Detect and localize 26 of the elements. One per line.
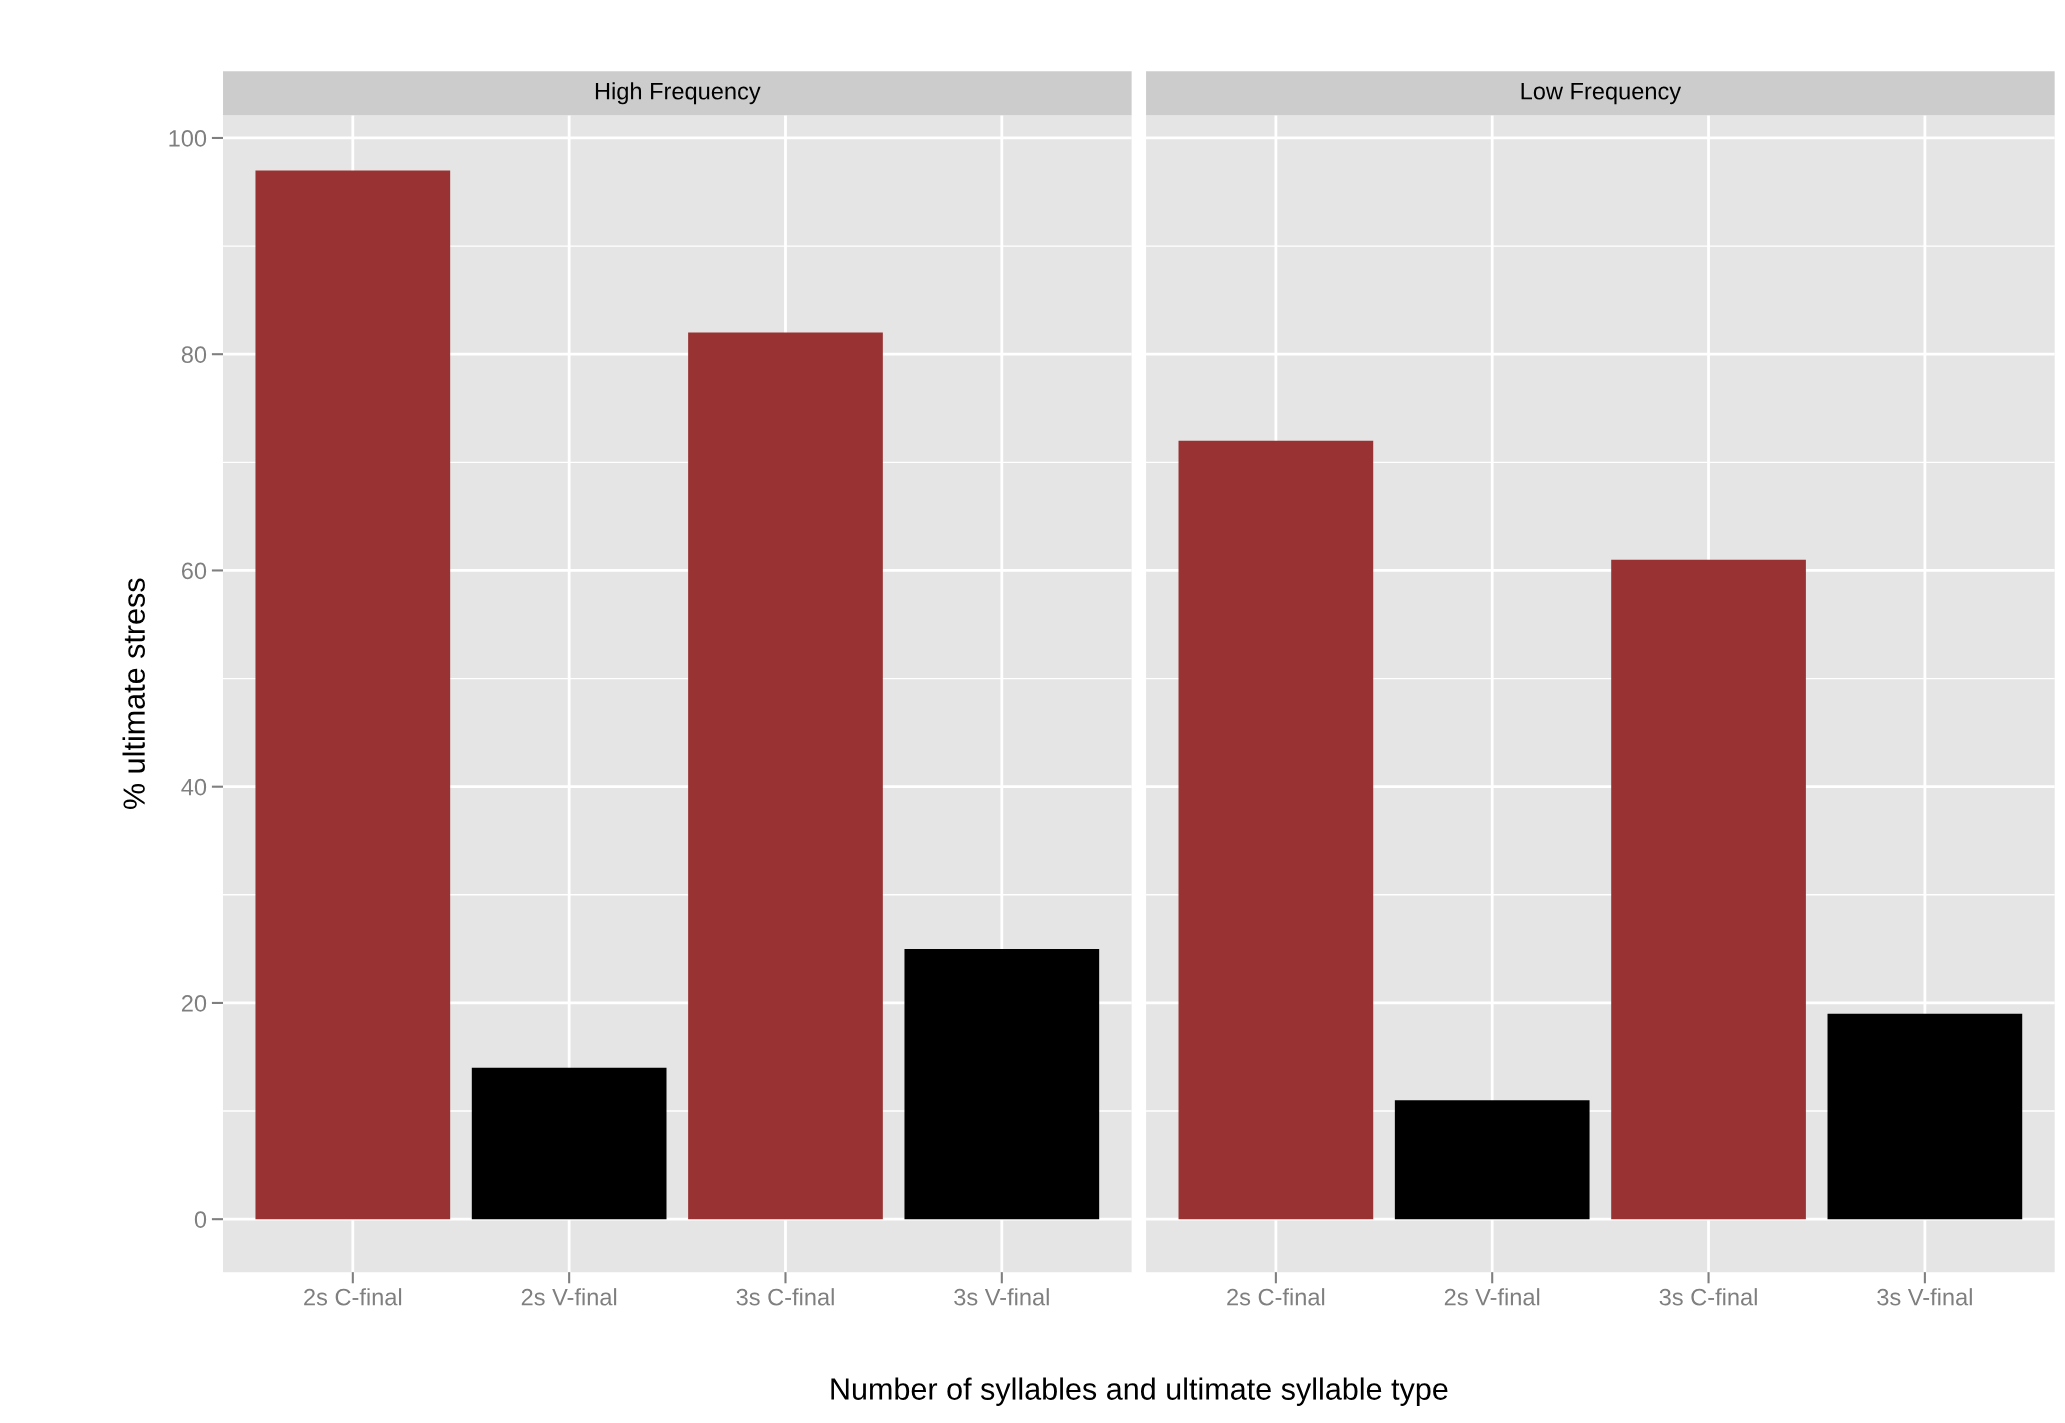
- bar: [471, 1067, 667, 1220]
- y-tick-label: 60: [181, 562, 207, 580]
- x-tick-label: 3s C-final: [1659, 1288, 1757, 1306]
- y-tick-label: 0: [194, 1211, 207, 1228]
- x-tick-label: 2s C-final: [1227, 1288, 1325, 1306]
- bar: [688, 332, 883, 1220]
- y-tick-label: 40: [181, 778, 207, 796]
- y-axis-title: % ultimate stress: [122, 578, 145, 809]
- x-axis-title: Number of syllables and ultimate syllable type: [831, 1377, 1448, 1406]
- x-tick-label: 2s C-final: [304, 1288, 402, 1306]
- x-tick-label: 2s V-final: [1444, 1288, 1540, 1306]
- x-tick-label: 2s V-final: [521, 1288, 617, 1306]
- x-tick-label: 3s V-final: [954, 1288, 1049, 1306]
- bar: [255, 170, 451, 1220]
- bar: [1394, 1100, 1590, 1220]
- x-tick-label: 3s V-final: [1877, 1288, 1972, 1306]
- bar: [1611, 559, 1806, 1220]
- y-tick-label: 80: [181, 346, 207, 363]
- x-tick-label: 3s C-final: [736, 1288, 834, 1306]
- chart-title: High Frequency: [595, 82, 761, 105]
- y-tick-label: 20: [181, 995, 207, 1012]
- bar: [1178, 440, 1374, 1220]
- y-tick-label: 100: [169, 130, 207, 147]
- bar: [1827, 1013, 2023, 1220]
- bar: [904, 948, 1100, 1220]
- chart-title: Low Frequency: [1521, 83, 1682, 105]
